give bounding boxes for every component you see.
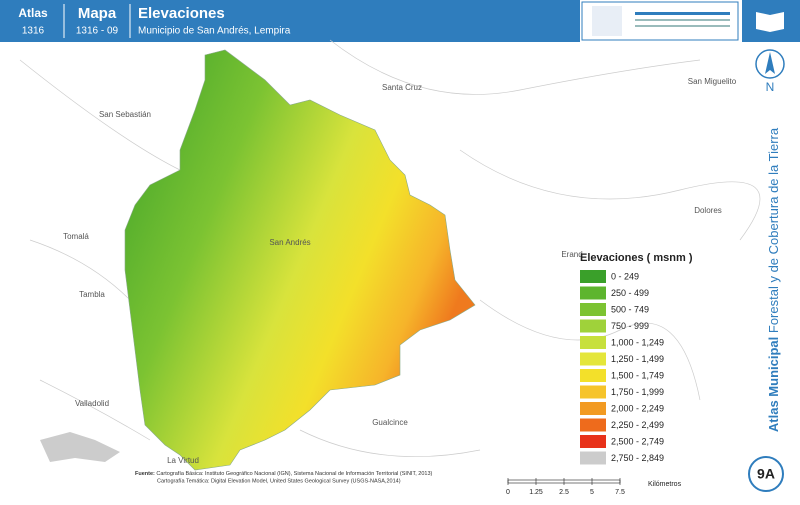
municipality-elevation bbox=[124, 49, 476, 471]
source-label: Fuente: bbox=[135, 471, 155, 477]
legend-swatch bbox=[580, 303, 606, 316]
scale-label: 1.25 bbox=[529, 489, 543, 496]
scale-label: 7.5 bbox=[615, 489, 625, 496]
legend-label: 2,750 - 2,849 bbox=[611, 453, 664, 463]
header-bar bbox=[0, 0, 580, 42]
legend-swatch bbox=[580, 352, 606, 366]
north-arrow bbox=[765, 52, 775, 74]
place-label: Tomalá bbox=[63, 232, 89, 241]
scale-label: 0 bbox=[506, 489, 510, 496]
legend-label: 2,000 - 2,249 bbox=[611, 403, 664, 413]
legend-swatch bbox=[580, 385, 606, 399]
legend-swatch bbox=[580, 336, 606, 349]
footer-source: Cartografía Temática: Digital Elevation … bbox=[157, 478, 401, 484]
book-icon bbox=[756, 12, 784, 32]
legend: 0 - 249 250 - 499 500 - 749 750 - 999 1,000 … bbox=[580, 270, 664, 465]
place-label: Valladolid bbox=[75, 399, 109, 408]
legend-swatch bbox=[580, 418, 606, 432]
north-label: N bbox=[766, 80, 775, 94]
legend-label: 1,250 - 1,499 bbox=[611, 354, 664, 364]
scale-bar: 0 1.25 2.5 5 7.5 bbox=[506, 478, 625, 496]
badge-label: 9A bbox=[757, 466, 775, 482]
legend-label: 2,500 - 2,749 bbox=[611, 436, 664, 446]
logo-text bbox=[635, 19, 730, 21]
map-code: 1316 - 09 bbox=[76, 26, 119, 37]
place-label: San Miguelito bbox=[688, 77, 737, 86]
subtitle: Municipio de San Andrés, Lempira bbox=[138, 26, 291, 37]
place-label: Erand bbox=[561, 250, 582, 259]
scale-label: 2.5 bbox=[559, 489, 569, 496]
logo-text bbox=[635, 12, 730, 15]
legend-label: 1,500 - 1,749 bbox=[611, 370, 664, 380]
atlas-code: 1316 bbox=[22, 26, 45, 37]
legend-label: 1,000 - 1,249 bbox=[611, 337, 664, 347]
legend-swatch bbox=[580, 319, 606, 333]
place-label: La Virtud bbox=[167, 456, 199, 465]
place-label: San Sebastián bbox=[99, 110, 151, 119]
logo bbox=[592, 6, 622, 36]
place-label: Dolores bbox=[694, 206, 722, 215]
legend-swatch bbox=[580, 435, 606, 448]
north-circle bbox=[755, 49, 785, 79]
legend-swatch bbox=[580, 369, 606, 382]
map-label: Mapa bbox=[78, 5, 117, 22]
scale-label: 5 bbox=[590, 489, 594, 496]
legend-label: 500 - 749 bbox=[611, 304, 649, 314]
legend-label: 250 - 499 bbox=[611, 288, 649, 298]
place-label: Santa Cruz bbox=[382, 83, 422, 92]
place-label: Gualcince bbox=[372, 418, 408, 427]
badge bbox=[748, 456, 784, 492]
logo-text bbox=[635, 25, 730, 27]
legend-swatch bbox=[580, 451, 606, 465]
place-label: Tambla bbox=[79, 290, 105, 299]
legend-label: 1,750 - 1,999 bbox=[611, 387, 664, 397]
sidebar-title-bold: Atlas Municipal bbox=[766, 337, 781, 432]
atlas-label: Atlas bbox=[18, 6, 48, 20]
place-label: San Andrés bbox=[269, 238, 310, 247]
legend-label: 750 - 999 bbox=[611, 321, 649, 331]
footer-source: Fuente: Cartografía Básica: Instituto Ge… bbox=[135, 471, 433, 477]
legend-title: Elevaciones ( msnm ) bbox=[580, 252, 693, 264]
title: Elevaciones bbox=[138, 5, 225, 22]
sidebar-title-rest: Forestal y de Cobertura de la Tierra bbox=[766, 127, 781, 333]
legend-swatch bbox=[580, 286, 606, 300]
legend-swatch bbox=[580, 270, 606, 283]
scale-unit: Kilómetros bbox=[648, 481, 682, 488]
sidebar-title: Atlas Municipal Forestal y de Cobertura … bbox=[766, 127, 781, 432]
legend-label: 0 - 249 bbox=[611, 271, 639, 281]
honduras-inset bbox=[40, 432, 120, 462]
legend-label: 2,250 - 2,499 bbox=[611, 420, 664, 430]
source-line: Cartografía Básica: Instituto Geográfico… bbox=[156, 471, 432, 477]
legend-swatch bbox=[580, 402, 606, 415]
